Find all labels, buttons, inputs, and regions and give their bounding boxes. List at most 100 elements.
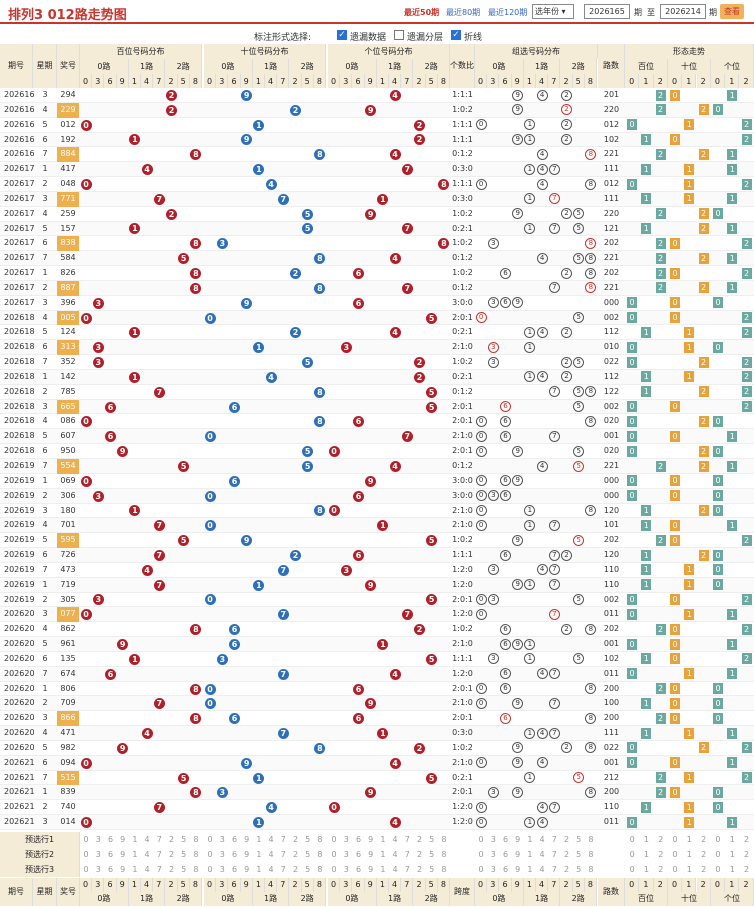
shape-road-mark: 1 bbox=[684, 163, 695, 175]
digit-head: 8 bbox=[313, 74, 326, 89]
prize-cell: 352 bbox=[60, 357, 76, 367]
shape-road-mark: 2 bbox=[741, 356, 752, 368]
preselect-digit: 9 bbox=[368, 835, 374, 844]
group-digit-mark: 8 bbox=[585, 386, 597, 398]
shape-road-mark: 0 bbox=[670, 697, 680, 709]
option-checkbox-omission[interactable]: ✓ bbox=[337, 30, 347, 40]
preselect-digit: 9 bbox=[244, 865, 250, 874]
year-select[interactable]: 选年份 ▾ bbox=[532, 4, 574, 19]
road-pattern-cell: 002 bbox=[603, 401, 620, 411]
preselect-digit: 1 bbox=[132, 850, 138, 859]
table-row bbox=[0, 622, 754, 638]
shi-digit-ball: 1 bbox=[253, 579, 265, 591]
group-digit-mark: 7 bbox=[548, 223, 560, 235]
bai-digit-ball: 1 bbox=[129, 653, 141, 665]
preselect-digit: 8 bbox=[588, 835, 594, 844]
count-ratio-cell: 1:2:0 bbox=[452, 668, 473, 678]
shape-road-mark: 2 bbox=[698, 223, 709, 235]
count-ratio-cell: 1:1:1 bbox=[452, 550, 473, 560]
ge-digit-ball: 9 bbox=[365, 104, 377, 116]
preselect-digit: 0 bbox=[207, 865, 213, 874]
shape-road-mark: 2 bbox=[655, 712, 666, 724]
group-digit-mark: 6 bbox=[500, 267, 511, 279]
group-digit-mark: 2 bbox=[561, 208, 572, 220]
range-50-link[interactable]: 最近50期 bbox=[404, 8, 440, 17]
bai-digit-ball: 7 bbox=[153, 520, 165, 532]
preselect-digit: 5 bbox=[576, 835, 582, 844]
range-120-link[interactable]: 最近120期 bbox=[488, 8, 528, 17]
week-cell: 7 bbox=[42, 149, 48, 159]
table-row bbox=[0, 696, 754, 712]
week-cell: 6 bbox=[42, 653, 48, 663]
period-cell: 2026214 bbox=[4, 817, 34, 827]
period-from-input[interactable]: 2026165 bbox=[584, 4, 630, 19]
foot-digit: 3 bbox=[216, 878, 229, 892]
preselect-digit: 9 bbox=[515, 850, 521, 859]
count-ratio-cell: 1:0:2 bbox=[452, 742, 473, 752]
group-digit-mark: 9 bbox=[512, 89, 524, 101]
prize-cell: 665 bbox=[57, 399, 79, 415]
road-pattern-cell: 011 bbox=[603, 668, 620, 678]
group-digit-mark: 5 bbox=[573, 401, 585, 413]
shape-col-head: 百位 bbox=[625, 59, 668, 74]
query-button[interactable]: 查看 bbox=[720, 4, 744, 19]
prize-cell: 838 bbox=[57, 236, 79, 252]
foot-digit: 8 bbox=[437, 878, 450, 892]
option-checkbox-line[interactable]: ✓ bbox=[451, 30, 461, 40]
group-digit-mark: 8 bbox=[585, 623, 597, 635]
road-pattern-cell: 110 bbox=[603, 802, 620, 812]
road-pattern-cell: 020 bbox=[603, 446, 620, 456]
group-digit-mark: 0 bbox=[475, 801, 487, 813]
count-ratio-cell: 2:0:1 bbox=[452, 312, 473, 322]
top-bar: 排列3 012路走势图 最近50期 最近80期 最近120期 选年份 ▾ 202… bbox=[0, 0, 754, 24]
option-checkbox-layer[interactable] bbox=[394, 30, 404, 40]
period-cell: 2026165 bbox=[4, 90, 34, 99]
preselect-digit: 6 bbox=[502, 865, 509, 874]
range-80-link[interactable]: 最近80期 bbox=[446, 8, 481, 17]
ge-digit-ball: 1 bbox=[377, 193, 389, 205]
shape-road-mark: 0 bbox=[627, 638, 637, 650]
preselect-digit: 4 bbox=[539, 850, 545, 859]
digit-head: 3 bbox=[487, 74, 500, 89]
group-digit-mark: 9 bbox=[512, 297, 524, 309]
road-pattern-cell: 221 bbox=[603, 253, 620, 263]
preselect-digit: 5 bbox=[576, 865, 582, 874]
foot-digit: 5 bbox=[572, 878, 585, 892]
prize-cell: 595 bbox=[57, 533, 79, 549]
group-digit-mark: 7 bbox=[548, 579, 560, 591]
count-ratio-cell: 2:0:1 bbox=[452, 713, 473, 723]
period-cell: 2026168 bbox=[4, 134, 34, 144]
group-digit-mark: 7 bbox=[548, 668, 560, 680]
bai-digit-ball: 4 bbox=[141, 728, 153, 740]
table-row bbox=[0, 177, 754, 192]
shape-digit-head: 1 bbox=[639, 74, 654, 89]
week-cell: 7 bbox=[42, 461, 48, 470]
foot-road: 0路 bbox=[80, 892, 129, 906]
road-pattern-cell: 002 bbox=[603, 594, 620, 604]
group-digit-mark: 9 bbox=[512, 208, 524, 220]
week-cell: 6 bbox=[42, 550, 48, 560]
group-digit-mark: 9 bbox=[512, 757, 524, 769]
shape-road-mark: 0 bbox=[670, 653, 680, 665]
table-row bbox=[0, 280, 754, 296]
ge-digit-ball: 9 bbox=[365, 208, 377, 220]
shi-digit-ball: 1 bbox=[253, 772, 265, 784]
digit-head: 7 bbox=[277, 74, 290, 89]
period-to-input[interactable]: 2026214 bbox=[660, 4, 706, 19]
week-cell: 6 bbox=[42, 238, 48, 248]
shape-road-mark: 0 bbox=[670, 594, 680, 606]
shape-road-mark: 0 bbox=[670, 237, 680, 249]
preselect-digit: 0 bbox=[331, 835, 337, 844]
digit-head: 0 bbox=[475, 74, 488, 89]
shape-road-mark: 2 bbox=[655, 208, 666, 220]
table-row bbox=[0, 503, 754, 519]
shape-road-mark: 1 bbox=[684, 772, 695, 784]
group-digit-mark: 8 bbox=[585, 178, 597, 190]
table-row bbox=[0, 236, 754, 252]
shi-digit-ball: 2 bbox=[290, 104, 301, 116]
group-digit-mark: 2 bbox=[561, 134, 572, 146]
